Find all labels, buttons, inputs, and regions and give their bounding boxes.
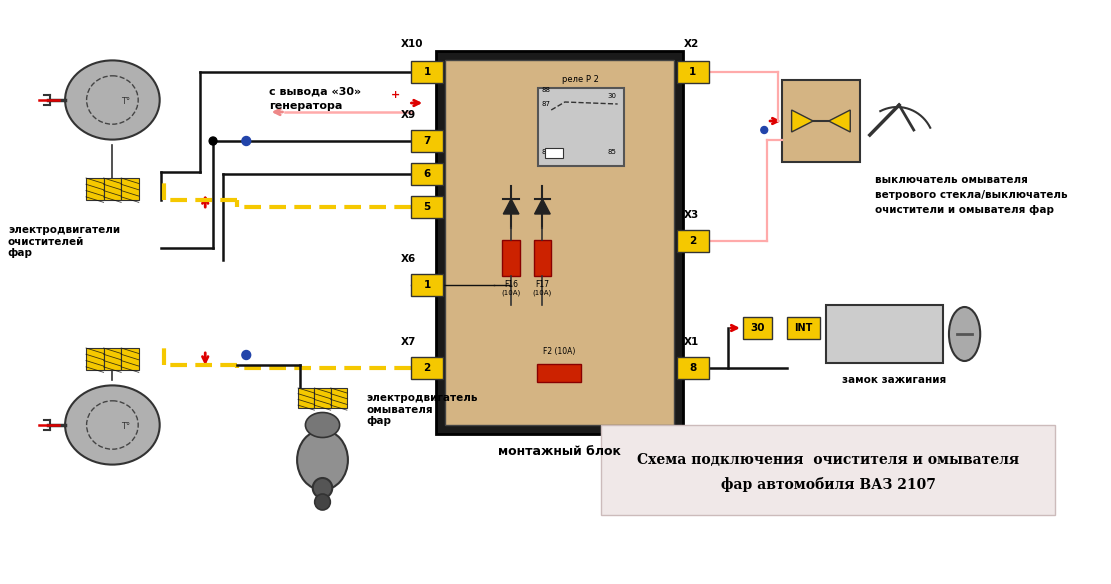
Bar <box>314 388 331 408</box>
Text: 6: 6 <box>423 169 431 179</box>
Bar <box>411 163 442 185</box>
Text: X9: X9 <box>401 110 416 120</box>
Circle shape <box>209 137 217 145</box>
Bar <box>411 130 442 152</box>
Circle shape <box>761 127 768 134</box>
Bar <box>678 230 709 252</box>
Text: T°: T° <box>121 422 130 432</box>
Bar <box>86 178 103 200</box>
Bar <box>502 240 520 276</box>
Bar <box>533 240 551 276</box>
Text: 5: 5 <box>423 202 431 212</box>
Text: 87: 87 <box>541 101 550 107</box>
Circle shape <box>242 137 251 145</box>
Text: 86: 86 <box>541 149 550 155</box>
Bar <box>121 348 139 370</box>
Bar <box>743 317 772 339</box>
Bar <box>678 61 709 83</box>
Text: T°: T° <box>121 98 130 106</box>
Bar <box>86 348 103 370</box>
Text: электродвигатель
омывателя
фар: электродвигатель омывателя фар <box>367 393 478 426</box>
Text: X10: X10 <box>401 39 423 49</box>
Ellipse shape <box>306 412 340 437</box>
Bar <box>298 388 314 408</box>
Polygon shape <box>829 110 850 132</box>
Text: Схема подключения  очистителя и омывателя: Схема подключения очистителя и омывателя <box>638 453 1019 467</box>
Ellipse shape <box>66 60 160 140</box>
Text: 1: 1 <box>423 280 431 290</box>
Text: 8: 8 <box>689 363 697 373</box>
Bar <box>538 88 623 166</box>
Polygon shape <box>534 199 550 214</box>
Circle shape <box>242 350 251 360</box>
Bar <box>678 357 709 379</box>
Text: (10A): (10A) <box>501 289 521 296</box>
Bar <box>411 196 442 218</box>
Text: 2: 2 <box>689 236 697 246</box>
Bar <box>103 348 121 370</box>
Text: замок зажигания: замок зажигания <box>842 375 947 385</box>
Text: 7: 7 <box>423 136 431 146</box>
Text: 30: 30 <box>608 93 617 99</box>
Bar <box>436 51 683 434</box>
Text: 88: 88 <box>541 87 550 93</box>
Bar <box>787 317 820 339</box>
Circle shape <box>314 494 330 510</box>
Polygon shape <box>792 110 813 132</box>
Text: (10A): (10A) <box>533 289 552 296</box>
Bar <box>331 388 347 408</box>
Text: X2: X2 <box>684 39 699 49</box>
Text: генератора: генератора <box>269 101 342 111</box>
Text: 1: 1 <box>689 67 697 77</box>
Bar <box>444 60 674 425</box>
Text: X7: X7 <box>401 337 416 347</box>
Bar <box>411 61 442 83</box>
Text: 1: 1 <box>423 67 431 77</box>
Text: очистители и омывателя фар: очистители и омывателя фар <box>874 205 1053 215</box>
Text: с вывода «30»: с вывода «30» <box>269 87 361 97</box>
Text: 30: 30 <box>750 323 764 333</box>
Text: F17: F17 <box>536 280 550 289</box>
Text: ветрового стекла/выключатель: ветрового стекла/выключатель <box>874 190 1068 200</box>
Bar <box>537 364 581 382</box>
Text: +: + <box>391 90 400 100</box>
Text: 2: 2 <box>423 363 431 373</box>
Bar <box>411 274 442 296</box>
Text: INT: INT <box>794 323 812 333</box>
Bar <box>782 80 860 162</box>
Bar <box>103 178 121 200</box>
Bar <box>121 178 139 200</box>
Text: X3: X3 <box>684 210 699 220</box>
Text: фар автомобиля ВАЗ 2107: фар автомобиля ВАЗ 2107 <box>721 477 935 492</box>
Text: реле Р 2: реле Р 2 <box>562 75 599 84</box>
Text: F2 (10A): F2 (10A) <box>543 347 575 356</box>
Text: F16: F16 <box>504 280 518 289</box>
Ellipse shape <box>949 307 980 361</box>
Text: X6: X6 <box>401 254 416 264</box>
Ellipse shape <box>297 430 348 490</box>
Bar <box>601 425 1055 515</box>
Bar <box>546 148 563 158</box>
Text: 85: 85 <box>608 149 617 155</box>
Text: электродвигатели
очистителей
фар: электродвигатели очистителей фар <box>8 225 120 258</box>
Circle shape <box>312 478 332 498</box>
Text: X1: X1 <box>684 337 699 347</box>
Text: монтажный блок: монтажный блок <box>498 445 621 458</box>
Bar <box>411 357 442 379</box>
Bar <box>825 305 943 363</box>
Ellipse shape <box>66 385 160 465</box>
Polygon shape <box>503 199 519 214</box>
Text: выключатель омывателя: выключатель омывателя <box>874 175 1028 185</box>
